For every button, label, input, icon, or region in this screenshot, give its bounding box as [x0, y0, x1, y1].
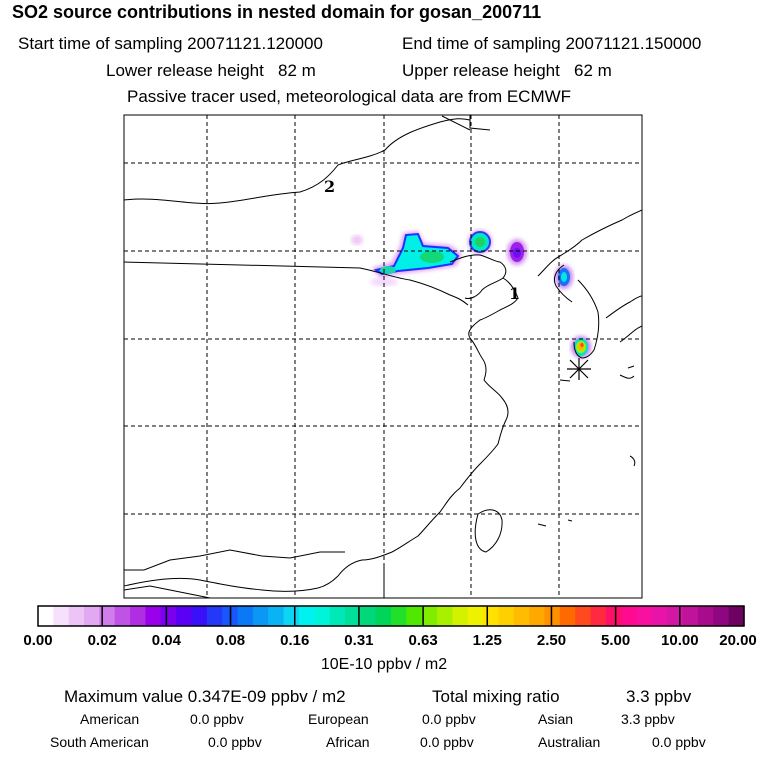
colorbar-swatch [160, 606, 177, 626]
colorbar-swatch [713, 606, 730, 626]
colorbar-swatch [252, 606, 269, 626]
colorbar-swatch [452, 606, 469, 626]
colorbar-tick-label: 0.31 [344, 632, 374, 649]
total-mixing-label: Total mixing ratio [432, 687, 560, 706]
colorbar-swatch [84, 606, 100, 626]
colorbar-swatch [590, 606, 607, 626]
colorbar-swatch [283, 606, 300, 626]
plume-west [351, 231, 462, 286]
coastlines [124, 115, 642, 598]
colorbar-tick-lines [101, 606, 681, 626]
colorbar-tick-label: 20.00 [719, 632, 757, 649]
marker-label-2: 2 [324, 177, 335, 196]
colorbar-frame [37, 605, 745, 627]
colorbar-swatch [575, 606, 592, 626]
colorbar-swatch [682, 606, 699, 626]
south-american-value: 0.0 ppbv [208, 734, 262, 750]
colorbar-swatch [206, 606, 223, 626]
colorbar-swatch [498, 606, 515, 626]
colorbar-swatch [636, 606, 653, 626]
colorbar-swatch [145, 606, 162, 626]
colorbar-swatch [437, 606, 453, 626]
colorbar-swatch [298, 606, 315, 626]
colorbar-swatch [176, 606, 193, 626]
lower-release-label: Lower release height 82 m [106, 61, 316, 80]
colorbar-swatch [421, 606, 438, 626]
colorbar-tick-label: 1.25 [472, 632, 502, 649]
colorbar-tick-label: 5.00 [601, 632, 631, 649]
receptor-asterisk-icon [567, 358, 591, 380]
colorbar-swatch [329, 606, 346, 626]
american-value: 0.0 ppbv [190, 711, 244, 727]
african-label: African [326, 734, 370, 750]
colorbar-tick-label: 0.00 [23, 632, 53, 649]
colorbar-swatch [559, 606, 576, 626]
colorbar-swatch [38, 606, 54, 626]
colorbar-unit: 10E-10 ppbv / m2 [320, 656, 448, 673]
colorbar-swatch [268, 606, 285, 626]
colorbar-swatch [483, 606, 500, 626]
colorbar-swatch [344, 606, 361, 626]
colorbar-swatch [391, 606, 407, 626]
colorbar-swatch [728, 606, 745, 626]
colorbar-swatch [467, 606, 484, 626]
upper-release-label: Upper release height 62 m [402, 61, 612, 80]
colorbar-swatch [237, 606, 254, 626]
colorbar-swatches [38, 606, 745, 626]
start-time-label: Start time of sampling 20071121.120000 [18, 34, 323, 53]
colorbar-swatch [513, 606, 530, 626]
colorbar-swatch [191, 606, 208, 626]
colorbar-swatch [605, 606, 622, 626]
colorbar-tick-label: 0.63 [408, 632, 438, 649]
total-mixing-value: 3.3 ppbv [626, 687, 692, 706]
marker-label-1: 1 [509, 284, 520, 303]
colorbar-tick-label: 0.08 [215, 632, 246, 649]
figure-title: SO2 source contributions in nested domai… [12, 2, 542, 22]
colorbar-swatch [667, 606, 684, 626]
asian-label: Asian [538, 711, 574, 727]
map-frame [123, 114, 643, 599]
american-label: American [80, 711, 140, 727]
colorbar-swatch [68, 606, 85, 626]
plume-korea [555, 265, 573, 289]
map-grid [124, 115, 642, 598]
colorbar-tick-label: 0.04 [151, 632, 181, 649]
european-value: 0.0 ppbv [422, 711, 476, 727]
colorbar-swatch [651, 606, 668, 626]
asian-value: 3.3 ppbv [621, 711, 675, 727]
end-time-label: End time of sampling 20071121.150000 [402, 34, 702, 53]
colorbar-swatch [375, 606, 392, 626]
plume-east [507, 239, 527, 265]
colorbar-tick-label: 0.16 [280, 632, 310, 649]
colorbar-swatch [406, 606, 423, 626]
australian-value: 0.0 ppbv [652, 734, 706, 750]
colorbar-swatch [53, 606, 70, 626]
plume-beijing [468, 230, 492, 254]
colorbar-swatch [314, 606, 331, 626]
australian-label: Australian [538, 734, 601, 750]
max-value-label: Maximum value 0.347E-09 ppbv / m2 [64, 687, 346, 706]
south-american-label: South American [50, 734, 149, 750]
african-value: 0.0 ppbv [420, 734, 474, 750]
tracer-note: Passive tracer used, meteorological data… [127, 87, 572, 106]
colorbar-swatch [621, 606, 638, 626]
colorbar-tick-label: 10.00 [661, 632, 699, 649]
colorbar-tick-label: 2.50 [536, 632, 567, 649]
european-label: European [308, 711, 369, 727]
colorbar-swatch [130, 606, 147, 626]
colorbar-swatch [544, 606, 561, 626]
colorbar-tick-label: 0.02 [87, 632, 117, 649]
colorbar-swatch [114, 606, 131, 626]
colorbar-swatch [99, 606, 116, 626]
colorbar-swatch [529, 606, 546, 626]
colorbar-swatch [360, 606, 377, 626]
colorbar-swatch [697, 606, 714, 626]
